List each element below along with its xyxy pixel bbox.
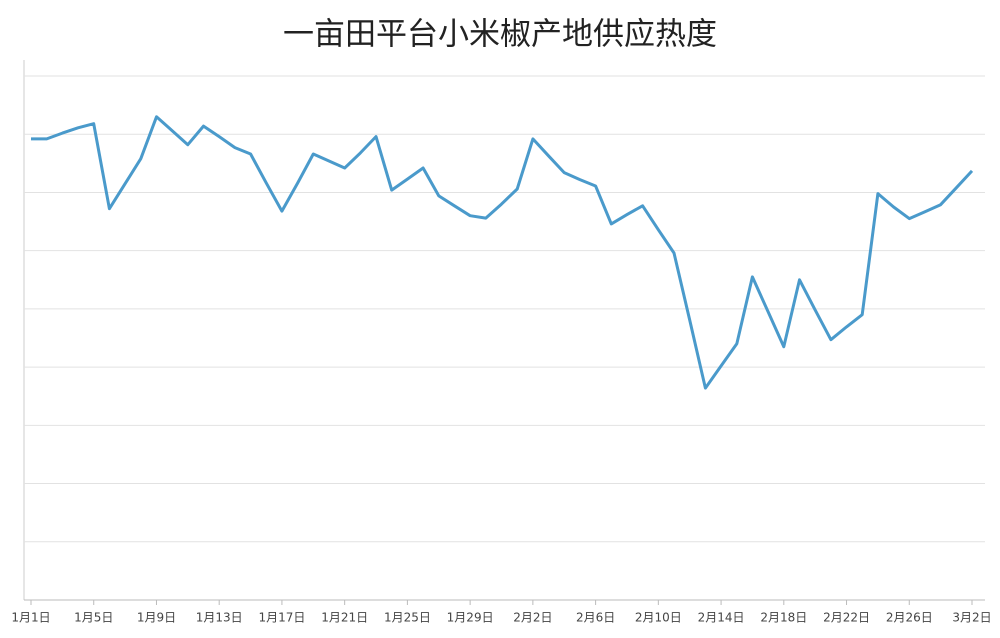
x-tick-label: 2月10日	[635, 611, 682, 625]
x-tick-label: 1月13日	[196, 611, 243, 625]
x-tick-label: 1月21日	[321, 611, 368, 625]
x-tick-label: 1月25日	[384, 611, 431, 625]
data-line	[31, 115, 974, 390]
x-tick-label: 2月6日	[576, 611, 615, 625]
x-tick-label: 1月9日	[137, 611, 176, 625]
chart-title: 一亩田平台小米椒产地供应热度	[283, 17, 717, 53]
x-tick-label: 1月29日	[447, 611, 494, 625]
x-tick-label: 2月18日	[760, 611, 807, 625]
x-tick-label: 2月14日	[698, 611, 745, 625]
x-tick-label: 3月2日	[952, 611, 991, 625]
x-tick-label: 2月22日	[823, 611, 870, 625]
x-tick-label: 2月2日	[513, 611, 552, 625]
x-tick-label: 1月5日	[74, 611, 113, 625]
x-tick-label: 1月17日	[258, 611, 305, 625]
x-tick-label: 2月26日	[886, 611, 933, 625]
x-tick-label: 1月1日	[11, 611, 50, 625]
